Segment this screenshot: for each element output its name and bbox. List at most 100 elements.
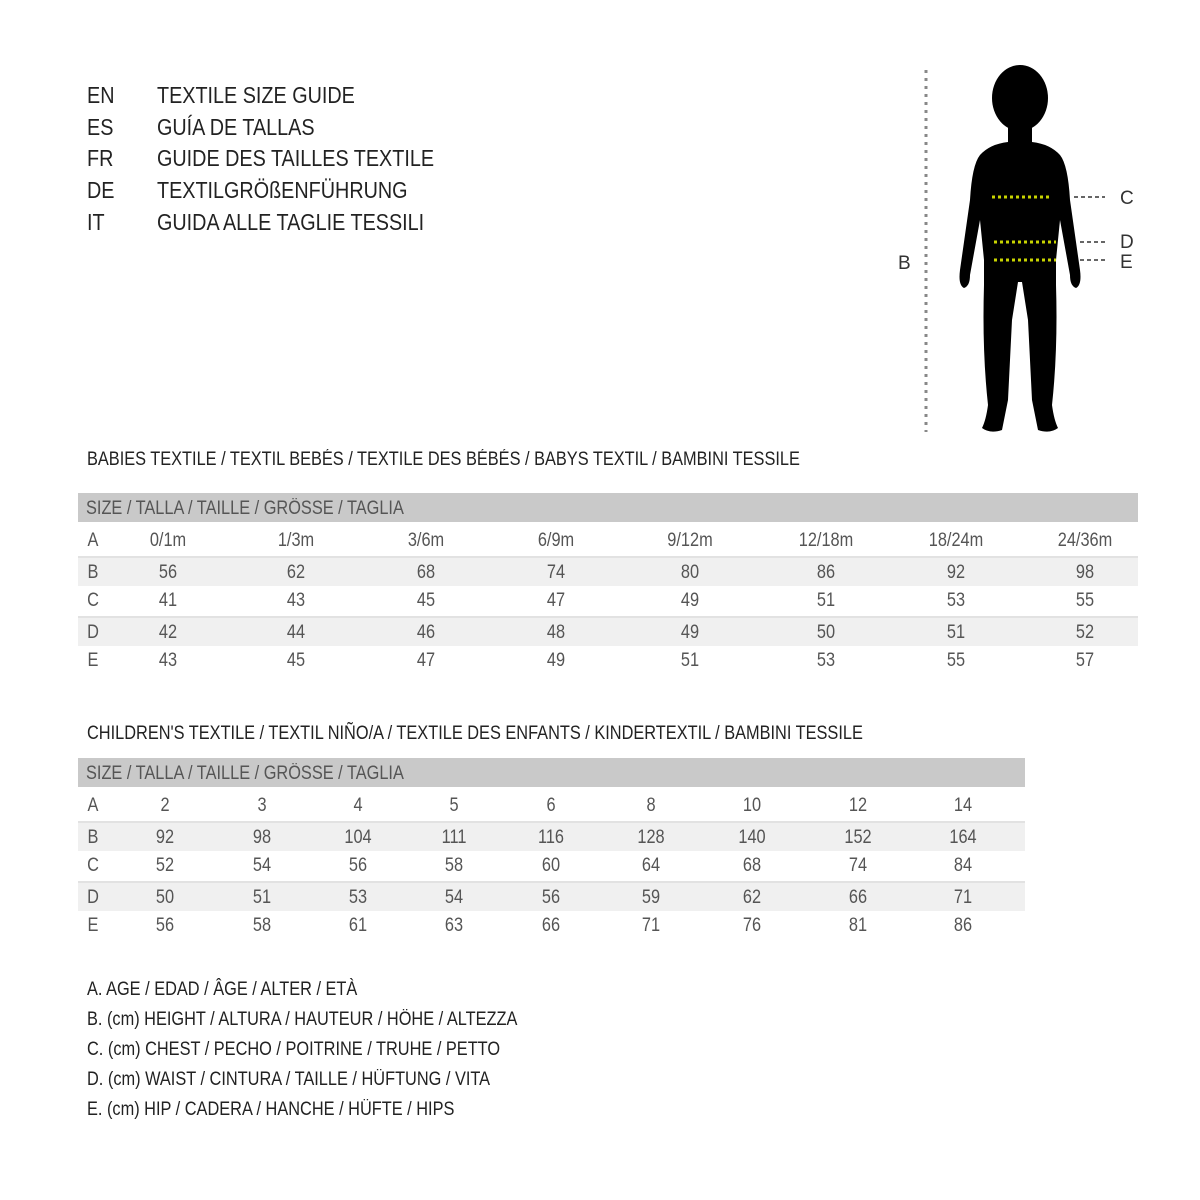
- table-cell: 49: [546, 650, 566, 671]
- legend-item: A. AGE / EDAD / ÂGE / ALTER / ETÀ: [87, 979, 358, 1000]
- table-row: C 41 43 45 47 49 51 53 55: [78, 586, 1138, 614]
- table-cell: 54: [252, 855, 272, 876]
- table-cell: 74: [848, 855, 868, 876]
- table-cell: 51: [946, 622, 966, 643]
- table-cell: 50: [816, 622, 836, 643]
- table-cell: 45: [286, 650, 306, 671]
- babies-size-table: SIZE / TALLA / TAILLE / GRÖSSE / TAGLIA A…: [78, 493, 1138, 673]
- table-cell: 68: [416, 562, 436, 583]
- table-cell: 43: [158, 650, 178, 671]
- table-cell: 86: [816, 562, 836, 583]
- table-cell: 81: [848, 915, 868, 936]
- height-label: B: [898, 253, 911, 274]
- table-row: D 50 51 53 54 56 59 62 66 71: [78, 881, 1025, 911]
- language-code: EN: [87, 82, 115, 108]
- table-cell: 66: [541, 915, 561, 936]
- table-cell: 64: [641, 855, 661, 876]
- table-cell: 56: [155, 915, 175, 936]
- legend-item: B. (cm) HEIGHT / ALTURA / HAUTEUR / HÖHE…: [87, 1009, 518, 1030]
- table-cell: 5: [449, 795, 459, 816]
- table-cell: 52: [1075, 622, 1095, 643]
- table-header-label: SIZE / TALLA / TAILLE / GRÖSSE / TAGLIA: [86, 498, 404, 519]
- table-cell: 41: [158, 590, 178, 611]
- table-cell: 116: [537, 827, 565, 848]
- guide-title: TEXTILGRÖßENFÜHRUNG: [157, 177, 408, 204]
- table-cell: 63: [444, 915, 464, 936]
- table-cell: 92: [946, 562, 966, 583]
- table-header-label: SIZE / TALLA / TAILLE / GRÖSSE / TAGLIA: [86, 763, 404, 784]
- table-cell: 111: [441, 827, 467, 848]
- table-cell: 55: [1075, 590, 1095, 611]
- table-cell: 164: [949, 827, 977, 848]
- table-cell: 55: [946, 650, 966, 671]
- table-cell: 42: [158, 622, 178, 643]
- table-cell: 84: [953, 855, 973, 876]
- children-section-title: CHILDREN'S TEXTILE / TEXTIL NIÑO/A / TEX…: [87, 723, 863, 744]
- table-cell: 66: [848, 887, 868, 908]
- row-label: D: [87, 622, 99, 643]
- table-cell: 74: [546, 562, 566, 583]
- language-code: FR: [87, 145, 114, 172]
- table-cell: 54: [444, 887, 464, 908]
- legend-item: D. (cm) WAIST / CINTURA / TAILLE / HÜFTU…: [87, 1069, 491, 1090]
- table-header-row: SIZE / TALLA / TAILLE / GRÖSSE / TAGLIA: [78, 493, 1138, 522]
- table-cell: 71: [953, 887, 973, 908]
- table-cell: 3/6m: [407, 530, 445, 551]
- table-cell: 60: [541, 855, 561, 876]
- table-cell: 53: [348, 887, 368, 908]
- table-cell: 2: [160, 795, 170, 816]
- table-cell: 56: [541, 887, 561, 908]
- table-cell: 45: [416, 590, 436, 611]
- row-label: A: [87, 795, 99, 816]
- table-header-row: SIZE / TALLA / TAILLE / GRÖSSE / TAGLIA: [78, 758, 1025, 787]
- hip-label: E: [1120, 252, 1133, 273]
- table-cell: 47: [546, 590, 566, 611]
- guide-title: TEXTILE SIZE GUIDE: [157, 82, 355, 108]
- table-row: B 56 62 68 74 80 86 92 98: [78, 556, 1138, 586]
- table-cell: 53: [816, 650, 836, 671]
- row-label: C: [87, 590, 99, 611]
- table-cell: 3: [257, 795, 267, 816]
- table-cell: 98: [252, 827, 272, 848]
- legend-item: E. (cm) HIP / CADERA / HANCHE / HÜFTE / …: [87, 1099, 455, 1120]
- babies-section-title: BABIES TEXTILE / TEXTIL BEBÉS / TEXTILE …: [87, 449, 800, 470]
- guide-title: GUÍA DE TALLAS: [157, 113, 315, 140]
- waist-label: D: [1120, 232, 1134, 253]
- table-cell: 92: [155, 827, 175, 848]
- table-cell: 10: [742, 795, 762, 816]
- table-cell: 58: [252, 915, 272, 936]
- table-cell: 44: [286, 622, 306, 643]
- guide-title: GUIDA ALLE TAGLIE TESSILI: [157, 208, 425, 235]
- table-cell: 140: [738, 827, 766, 848]
- table-cell: 68: [742, 855, 762, 876]
- child-silhouette-figure: B C D E: [898, 65, 1134, 432]
- language-code: IT: [87, 208, 105, 235]
- table-cell: 8: [646, 795, 656, 816]
- table-cell: 1/3m: [277, 530, 315, 551]
- table-row: A 0/1m 1/3m 3/6m 6/9m 9/12m 12/18m 18/24m 24/36m: [78, 526, 1138, 554]
- row-label: E: [87, 650, 99, 671]
- table-cell: 53: [946, 590, 966, 611]
- table-cell: 43: [286, 590, 306, 611]
- table-cell: 6/9m: [537, 530, 575, 551]
- table-row: D 42 44 46 48 49 50 51 52: [78, 616, 1138, 646]
- table-cell: 18/24m: [928, 530, 984, 551]
- table-cell: 12/18m: [798, 530, 854, 551]
- guide-title: GUIDE DES TAILLES TEXTILE: [157, 145, 435, 172]
- table-cell: 59: [641, 887, 661, 908]
- table-cell: 80: [680, 562, 700, 583]
- table-cell: 57: [1075, 650, 1095, 671]
- table-cell: 76: [742, 915, 762, 936]
- table-row: B 92 98 104 111 116 128 140 152 164: [78, 821, 1025, 851]
- table-cell: 62: [742, 887, 762, 908]
- table-cell: 9/12m: [667, 530, 713, 551]
- child-silhouette-icon: [959, 65, 1081, 432]
- table-row: E 56 58 61 63 66 71 76 81 86: [78, 911, 1025, 939]
- chest-label: C: [1120, 188, 1134, 209]
- table-cell: 56: [348, 855, 368, 876]
- legend-item: C. (cm) CHEST / PECHO / POITRINE / TRUHE…: [87, 1039, 501, 1060]
- table-cell: 47: [416, 650, 436, 671]
- children-size-table: SIZE / TALLA / TAILLE / GRÖSSE / TAGLIA A…: [78, 758, 1025, 938]
- table-cell: 62: [286, 562, 306, 583]
